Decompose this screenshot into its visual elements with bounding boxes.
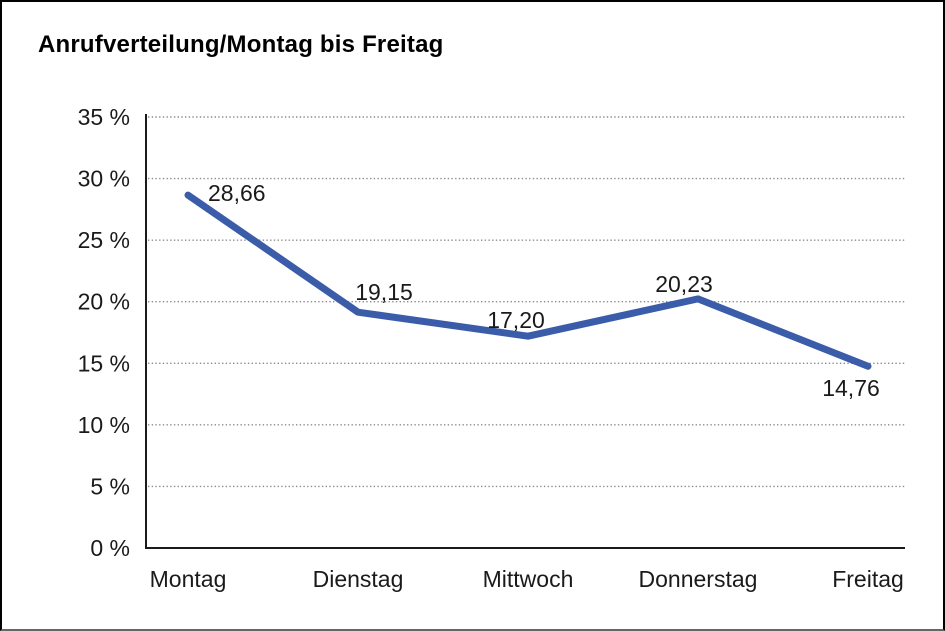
y-tick-label: 5 %: [90, 473, 130, 499]
x-tick-label: Dienstag: [313, 566, 404, 592]
y-tick-label: 30 %: [78, 166, 130, 192]
x-tick-label: Freitag: [832, 566, 904, 592]
x-tick-label: Montag: [150, 566, 227, 592]
x-tick-label: Donnerstag: [639, 566, 758, 592]
y-tick-label: 0 %: [90, 535, 130, 561]
y-tick-label: 15 %: [78, 350, 130, 376]
y-tick-label: 10 %: [78, 412, 130, 438]
y-tick-label: 20 %: [78, 289, 130, 315]
value-label: 28,66: [208, 180, 266, 206]
value-label: 17,20: [487, 307, 545, 333]
chart-title: Anrufverteilung/Montag bis Freitag: [38, 31, 444, 58]
series-line: [184, 191, 872, 370]
value-label: 14,76: [822, 375, 880, 401]
value-label: 20,23: [655, 271, 713, 297]
y-tick-label: 35 %: [78, 104, 130, 130]
y-tick-label: 25 %: [78, 227, 130, 253]
value-label: 19,15: [355, 279, 413, 305]
x-tick-label: Mittwoch: [483, 566, 574, 592]
